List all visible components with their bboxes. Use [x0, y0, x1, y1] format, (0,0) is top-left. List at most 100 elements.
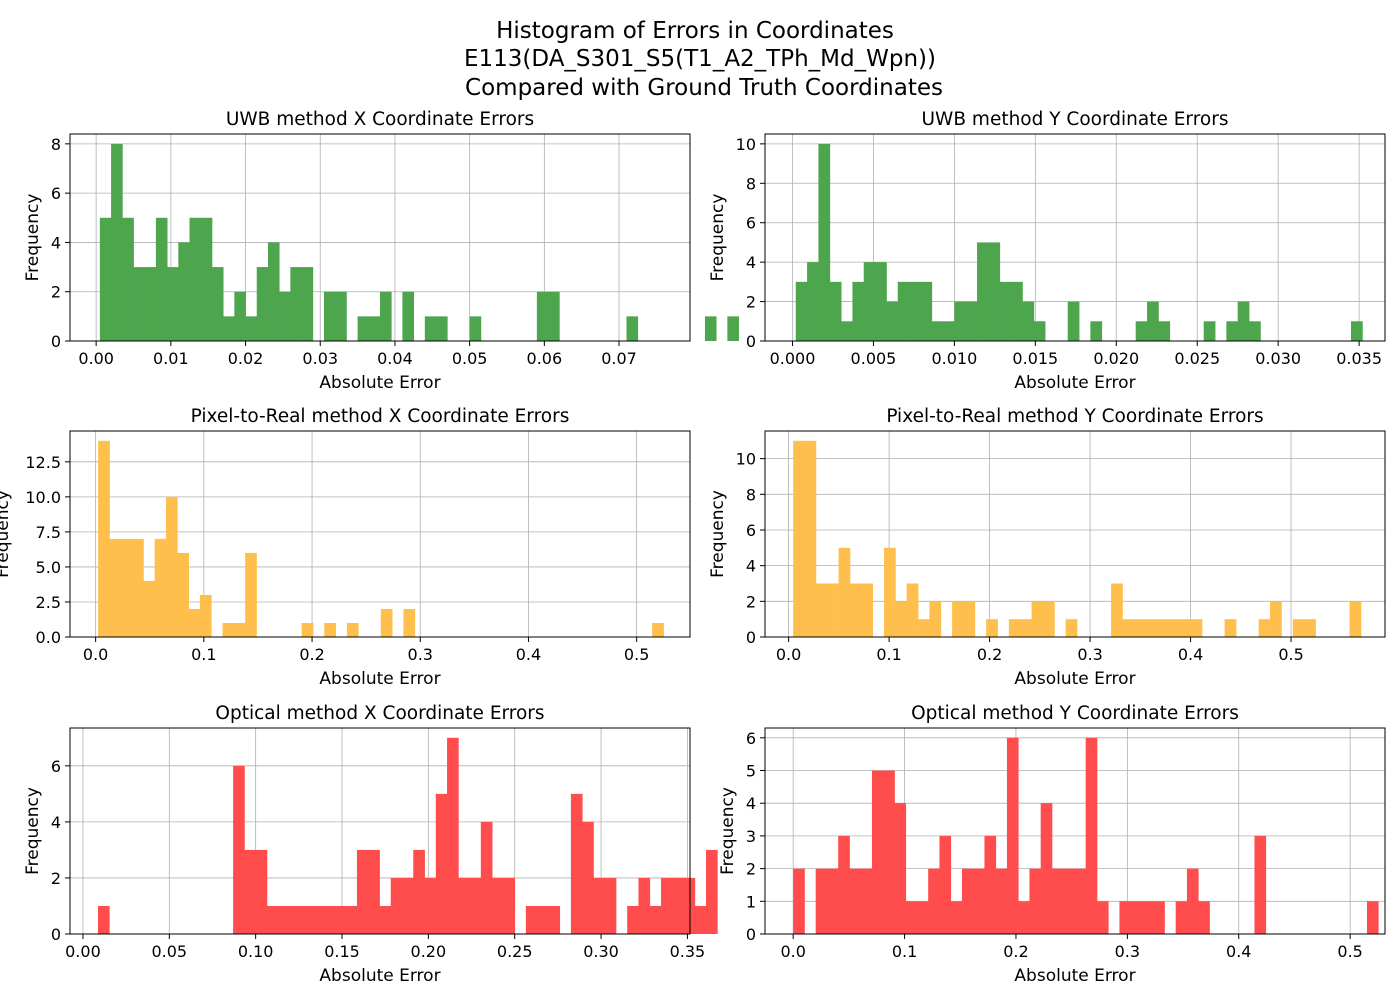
- x-tick-label: 0.5: [624, 645, 649, 664]
- y-tick-label: 4: [746, 557, 756, 576]
- subplot-grid: 0.00 0.01 0.02 0.03 0.04 0.05 0.06 0.0702468UWB…: [0, 109, 1386, 986]
- histogram-bar: [1147, 301, 1159, 341]
- x-tick-label: 0.000: [770, 349, 816, 368]
- x-tick-label: 0.30: [583, 942, 619, 961]
- histogram-bar: [973, 868, 985, 934]
- histogram-bar: [324, 622, 336, 637]
- histogram-bar: [211, 267, 224, 341]
- histogram-bar: [233, 765, 245, 934]
- histogram-bar: [177, 552, 189, 637]
- histogram-bar: [1006, 737, 1019, 934]
- histogram-bar: [300, 905, 313, 934]
- histogram-bar: [694, 905, 707, 934]
- histogram-bar: [984, 835, 997, 934]
- x-tick-label: 0.20: [411, 942, 447, 961]
- histogram-bar: [952, 601, 964, 637]
- y-axis-label: Frequency: [718, 787, 738, 875]
- x-axis-label: Absolute Error: [319, 373, 440, 393]
- histogram-bar: [178, 242, 190, 341]
- histogram-bar: [1249, 321, 1261, 341]
- histogram-bar: [537, 905, 549, 934]
- histogram-bar: [143, 580, 156, 637]
- histogram-bar: [334, 905, 347, 934]
- x-tick-label: 0.2: [977, 645, 1002, 664]
- histogram-bar: [604, 877, 617, 934]
- histogram-bar: [1186, 868, 1199, 934]
- histogram-bar: [905, 901, 918, 934]
- histogram-bar: [863, 262, 876, 341]
- histogram-bar: [525, 905, 538, 934]
- axes-frame: [69, 727, 691, 935]
- x-axis-label: Absolute Error: [1014, 669, 1135, 689]
- y-axis-label: Frequency: [708, 490, 728, 578]
- y-tick-label: 8: [746, 174, 756, 193]
- histogram-bar: [98, 440, 110, 637]
- x-tick-label: 0.00: [65, 942, 101, 961]
- histogram-bar: [222, 622, 235, 637]
- histogram-bar: [1224, 619, 1237, 637]
- histogram-bar: [346, 622, 359, 637]
- histogram-bar: [301, 267, 314, 341]
- histogram-bar: [435, 793, 448, 934]
- histogram-bar: [875, 262, 887, 341]
- histogram-bar: [861, 583, 874, 637]
- y-tick-label: 0.0: [36, 628, 61, 647]
- y-tick-label: 5.0: [36, 558, 61, 577]
- histogram-bar: [290, 267, 302, 341]
- x-tick-label: 0.05: [452, 349, 488, 368]
- histogram-bar: [256, 267, 269, 341]
- figure-title-line-3: Compared with Ground Truth Coordinates: [465, 75, 943, 101]
- x-tick-label: 0.035: [1336, 349, 1382, 368]
- histogram-bar: [244, 849, 257, 934]
- subplot-title: Pixel-to-Real method Y Coordinate Errors: [886, 406, 1263, 427]
- x-tick-label: 0.35: [670, 942, 706, 961]
- histogram-bar: [1141, 901, 1154, 934]
- histogram-bar: [897, 281, 910, 341]
- histogram-bar: [1065, 619, 1078, 637]
- histogram-bar: [390, 877, 403, 934]
- histogram-bar: [1022, 301, 1035, 341]
- histogram-bar: [826, 868, 839, 934]
- histogram-bar: [289, 905, 302, 934]
- histogram-bar: [155, 217, 168, 341]
- x-tick-label: 0.030: [1255, 349, 1301, 368]
- figure-title-line-1: Histogram of Errors in Coordinates: [496, 18, 894, 44]
- histogram-bar: [1153, 901, 1165, 934]
- subplot-1: 0.00 0.01 0.02 0.03 0.04 0.05 0.06 0.07 0 2 4 6 8 UWB…: [23, 109, 739, 393]
- histogram-bar: [886, 301, 899, 341]
- histogram-bar: [815, 583, 828, 637]
- histogram-bar: [1190, 619, 1203, 637]
- y-tick-label: 4: [746, 253, 756, 272]
- histogram-bar: [1040, 803, 1053, 934]
- histogram-bar: [188, 608, 201, 637]
- x-tick-label: 0.2: [1003, 942, 1028, 961]
- histogram-bar: [1304, 619, 1316, 637]
- histogram-bar: [335, 291, 347, 341]
- y-tick-label: 8: [51, 135, 61, 154]
- histogram-bar: [99, 217, 112, 341]
- histogram-bar: [627, 905, 639, 934]
- histogram-bar: [570, 793, 583, 934]
- histogram-bar: [165, 496, 178, 637]
- y-tick-label: 6: [51, 757, 61, 776]
- histogram-bar: [323, 905, 335, 934]
- axes-frame: [764, 133, 1386, 342]
- x-tick-label: 0.1: [876, 645, 901, 664]
- histogram-bar: [871, 770, 884, 934]
- histogram-bar: [1179, 619, 1191, 637]
- x-tick-label: 0.25: [497, 942, 533, 961]
- y-tick-label: 6: [746, 521, 756, 540]
- histogram-bar: [480, 821, 493, 934]
- subplot-title: UWB method Y Coordinate Errors: [922, 109, 1229, 130]
- histogram-bar: [233, 622, 246, 637]
- x-tick-label: 0.02: [228, 349, 264, 368]
- histogram-bar: [1119, 901, 1132, 934]
- histogram-bar: [909, 281, 921, 341]
- x-tick-label: 0.5: [1278, 645, 1303, 664]
- histogram-bar: [255, 849, 268, 934]
- histogram-bar: [345, 905, 358, 934]
- histogram-bar: [458, 877, 470, 934]
- x-tick-label: 0.015: [1012, 349, 1058, 368]
- histogram-bar: [1067, 301, 1080, 341]
- histogram-bar: [1237, 301, 1250, 341]
